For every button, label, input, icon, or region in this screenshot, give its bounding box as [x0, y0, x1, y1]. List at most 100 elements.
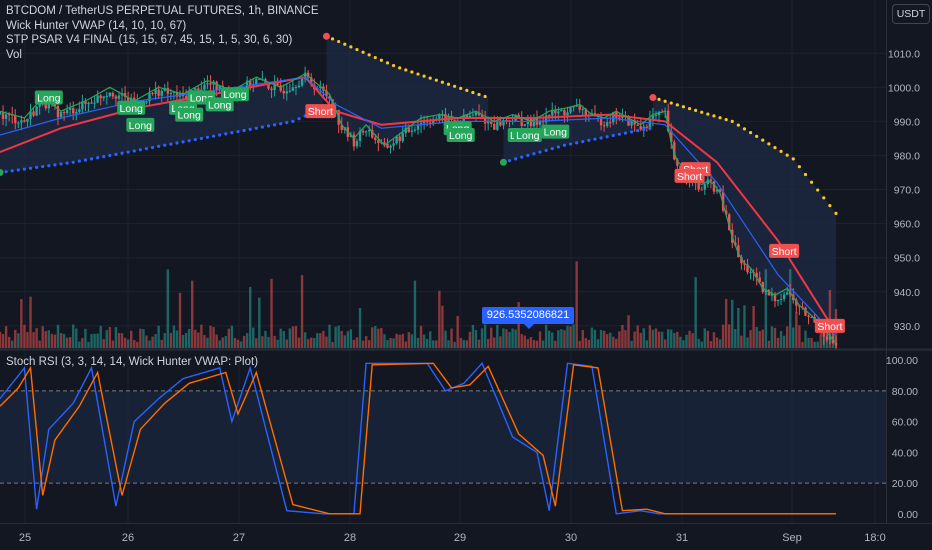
volume-bar — [331, 341, 334, 348]
candle-body — [804, 307, 807, 316]
volume-bar — [203, 334, 206, 348]
candle-body — [551, 109, 554, 116]
candle-body — [26, 118, 29, 122]
vwap-line-red — [0, 76, 837, 334]
candle-body — [676, 159, 679, 166]
candle-body — [630, 119, 633, 126]
candle-body — [117, 95, 121, 99]
volume-bar — [270, 278, 273, 348]
candle-body — [828, 336, 832, 340]
signal-text: Short — [817, 321, 842, 333]
indicator-volume-label[interactable]: Vol — [6, 48, 22, 61]
volume-bar — [712, 332, 716, 348]
price-tick-label: 960.0 — [894, 219, 920, 231]
indicator-psar-label[interactable]: STP PSAR V4 FINAL (15, 15, 67, 45, 15, 1… — [6, 34, 293, 46]
volume-bar — [477, 339, 481, 348]
volume-bar — [221, 337, 224, 348]
volume-bar — [248, 286, 252, 348]
candle-body — [84, 101, 87, 104]
volume-bar — [731, 299, 734, 348]
candle-body — [1, 111, 5, 119]
volume-bar — [532, 340, 536, 348]
volume-bar — [807, 337, 810, 348]
psar-dot — [385, 61, 390, 65]
psar-dot — [398, 66, 402, 70]
candle-body — [340, 124, 343, 130]
volume-bar — [422, 334, 426, 348]
candle-body — [746, 264, 749, 273]
volume-bar — [62, 333, 66, 348]
volume-bar — [615, 338, 618, 348]
candle-body — [303, 72, 307, 79]
candle-body — [499, 120, 502, 126]
volume-bar — [627, 315, 630, 348]
short-signal-label: Short — [674, 168, 705, 183]
candle-body — [639, 125, 642, 130]
volume-bar — [50, 333, 54, 348]
candle-body — [401, 132, 404, 142]
volume-bar — [673, 332, 676, 348]
rsi-panel-title[interactable]: Stoch RSI (3, 3, 14, 14, Wick Hunter VWA… — [6, 356, 259, 368]
candle-body — [248, 80, 252, 87]
candle-body — [697, 182, 700, 190]
price-tick-label: 950.0 — [894, 253, 920, 265]
volume-bar — [801, 341, 804, 348]
psar-dot — [459, 86, 463, 90]
psar-dot — [169, 142, 173, 146]
candle-body — [810, 316, 813, 318]
psar-dot — [41, 164, 45, 169]
signal-box — [126, 117, 155, 132]
volume-bar — [343, 335, 346, 348]
price-area-layer — [0, 36, 836, 347]
candle-body — [749, 272, 752, 274]
volume-bar — [126, 339, 130, 348]
signal-box — [220, 87, 249, 102]
volume-bar — [352, 339, 356, 348]
currency-button[interactable]: USDT — [892, 4, 930, 24]
candle-body — [636, 124, 639, 126]
candle-body — [767, 290, 771, 296]
candle-body — [758, 277, 761, 282]
psar-dot — [163, 143, 167, 147]
volume-bar — [53, 334, 57, 348]
volume-bar — [218, 340, 221, 348]
signal-text: Long — [177, 110, 201, 122]
candle-body — [105, 96, 108, 98]
volume-bar — [377, 328, 380, 348]
signal-text: Short — [677, 171, 702, 183]
long-signal-label: Long — [34, 90, 63, 105]
indicator-vwap-label[interactable]: Wick Hunter VWAP (14, 10, 10, 67) — [6, 19, 187, 32]
candle-body — [203, 84, 206, 90]
psar-dot — [755, 134, 759, 138]
psar-dot — [355, 47, 359, 52]
short-signal-label: Short — [305, 104, 336, 119]
volume-bar — [139, 328, 142, 348]
psar-dot — [507, 158, 512, 163]
candle-body — [367, 129, 371, 132]
volume-bar — [795, 312, 798, 348]
volume-bar — [288, 328, 292, 348]
volume-bar — [261, 336, 264, 348]
long-signal-label: Long — [513, 128, 542, 143]
psar-dot — [248, 127, 252, 131]
candle-body — [99, 95, 102, 99]
volume-bar — [816, 341, 819, 348]
volume-bar — [416, 337, 420, 348]
volume-bar — [508, 331, 511, 348]
candle-body — [151, 93, 154, 95]
psar-dot — [205, 135, 210, 139]
volume-bar — [11, 340, 14, 348]
candle-body — [807, 315, 810, 317]
psar-dot — [242, 128, 246, 133]
volume-bar — [87, 341, 90, 348]
volume-bar — [490, 327, 493, 348]
psar-dot — [453, 84, 457, 88]
candle-body — [258, 78, 261, 80]
volume-bar — [310, 337, 313, 348]
psar-flip-marker — [322, 32, 330, 40]
volume-bar — [120, 333, 124, 348]
volume-bar — [401, 333, 404, 348]
volume-bar — [770, 326, 774, 348]
psar-dot — [477, 92, 481, 97]
